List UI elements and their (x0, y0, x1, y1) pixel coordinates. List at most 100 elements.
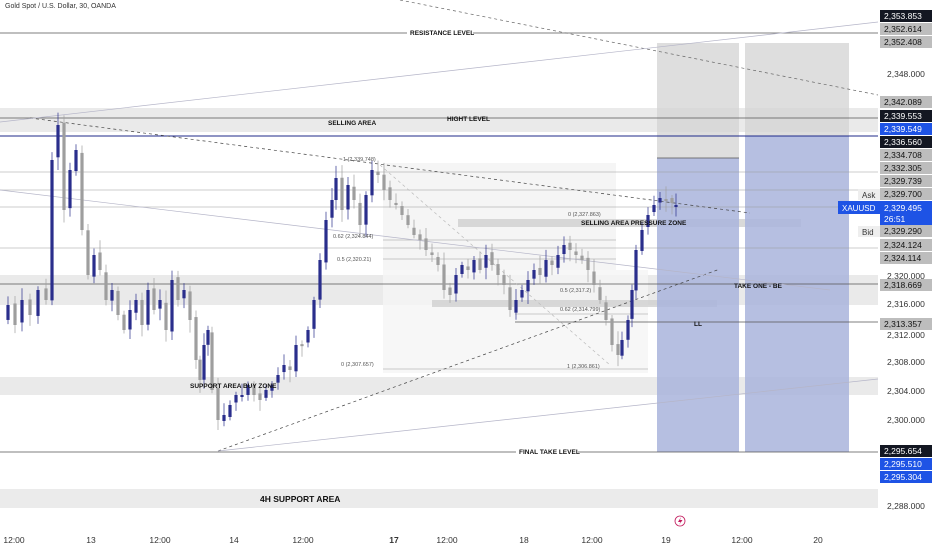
price-label-box (880, 458, 932, 470)
price-label-box (880, 36, 932, 48)
final-take-label: FINAL TAKE LEVEL (519, 449, 580, 456)
candle-body (74, 150, 78, 172)
price-label: 2,313.357 (884, 319, 922, 329)
time-label: 12:00 (731, 535, 753, 545)
price-label: 2,329.290 (884, 226, 922, 236)
candle-body (460, 265, 464, 274)
time-label: 14 (229, 535, 239, 545)
candle-body (198, 359, 202, 380)
bid-badge[interactable] (858, 226, 880, 237)
mid-trend-dashed (29, 117, 751, 214)
symbol-title: Gold Spot / U.S. Dollar, 30, OANDA (5, 3, 116, 10)
candle-body (630, 290, 634, 319)
time-label: 12:00 (149, 535, 171, 545)
candle-body (288, 366, 292, 370)
candle-body (210, 332, 214, 390)
selling-area-label: SELLING AREA (328, 120, 376, 127)
fib-label-05-right: 0.5 (2,317.2) (560, 288, 591, 294)
candle-body (68, 170, 72, 209)
price-label: 2,339.549 (884, 124, 922, 134)
price-label: 2,336.560 (884, 137, 922, 147)
fib-label-zero-left: 0 (2,307.657) (341, 362, 374, 368)
candle-body (472, 260, 476, 273)
price-label: 2,318.669 (884, 280, 922, 290)
candle-body (424, 238, 428, 250)
candle-body (182, 290, 186, 299)
support-4h-label: 4H SUPPORT AREA (260, 494, 340, 504)
time-axis[interactable] (0, 530, 878, 550)
candle-body (152, 288, 156, 310)
price-label-box (880, 162, 932, 174)
candle-body (418, 234, 422, 240)
price-label-box (880, 110, 932, 122)
price-tick: 2,348.000 (887, 69, 925, 79)
fib-label-062-upper: 0.62 (2,324.844) (333, 234, 374, 240)
candle-body (128, 310, 132, 330)
price-label-box (880, 252, 932, 264)
candle-body (674, 205, 678, 207)
channel-mid (0, 189, 831, 291)
candle-body (228, 405, 232, 417)
candle-body (646, 215, 650, 228)
price-label: 2,334.708 (884, 150, 922, 160)
candle-body (448, 287, 452, 295)
selling-pressure-label: SELLING AREA PRESSURE ZONE (581, 220, 687, 227)
candle-body (98, 252, 102, 270)
candle-body (300, 344, 304, 347)
price-label-stack: 2,353.853 2,352.614 2,352.408 2,342.089 2,33… (880, 10, 932, 483)
current-price: 2,329.495 (884, 203, 922, 213)
channel-bottom (217, 378, 879, 452)
price-tick: 2,320.000 (887, 271, 925, 281)
price-label: 2,324.114 (884, 253, 921, 263)
candle-body (400, 206, 404, 215)
candle-body (626, 320, 630, 340)
candle-body (324, 220, 328, 263)
candle-body (586, 257, 590, 270)
candle-body (352, 186, 356, 200)
candle-body (264, 390, 268, 398)
ll-label: LL (694, 321, 702, 328)
price-label-box (880, 149, 932, 161)
candle-body (436, 256, 440, 265)
candle-body (574, 251, 578, 255)
fib-label-top: 1 (2,339.748) (343, 157, 376, 163)
price-label: 2,332.305 (884, 163, 922, 173)
price-label-box (880, 175, 932, 187)
lightning-icon[interactable] (674, 515, 686, 527)
ask-badge[interactable] (858, 189, 880, 200)
candle-body (6, 305, 10, 320)
current-symbol-badge[interactable] (838, 201, 880, 214)
candle-body (13, 303, 17, 325)
price-label-box (880, 445, 932, 457)
support-4h-zone (0, 489, 878, 508)
candle-body (592, 271, 596, 285)
candle-body (526, 280, 530, 292)
hight-level-label: HIGHT LEVEL (447, 116, 490, 123)
candle-body (146, 290, 150, 325)
candle-body (580, 255, 584, 260)
candle-body (640, 230, 644, 251)
candle-body (122, 314, 126, 330)
candle-body (610, 318, 614, 345)
price-label: 2,342.089 (884, 97, 922, 107)
price-label-box (880, 10, 932, 22)
candle-body (194, 317, 198, 360)
price-label: 2,339.553 (884, 111, 922, 121)
candle-body (376, 171, 380, 175)
time-label: 17 (389, 535, 399, 545)
candle-body (202, 345, 206, 380)
price-tick: 2,300.000 (887, 415, 925, 425)
candle-body (478, 258, 482, 270)
time-label: 12:00 (3, 535, 25, 545)
candle-body (388, 187, 392, 200)
price-label: 2,295.304 (884, 472, 922, 482)
candle-body (652, 205, 656, 213)
candle-body (62, 122, 66, 210)
fib-diag (379, 164, 611, 366)
resistance-label: RESISTANCE LEVEL (410, 30, 474, 37)
candle-body (110, 290, 114, 301)
candle-body (216, 387, 220, 420)
candle-body (358, 202, 362, 225)
channel-top (0, 21, 879, 123)
